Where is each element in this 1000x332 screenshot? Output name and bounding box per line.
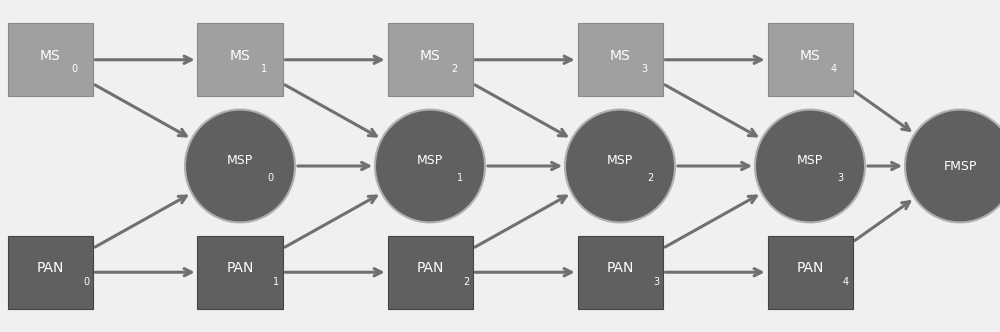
Text: MSP: MSP: [417, 153, 443, 167]
Ellipse shape: [375, 110, 485, 222]
Text: 3: 3: [653, 277, 659, 287]
Text: 1: 1: [457, 173, 463, 183]
Text: PAN: PAN: [416, 261, 444, 275]
Text: MS: MS: [230, 49, 250, 63]
Text: 2: 2: [451, 64, 457, 74]
Ellipse shape: [905, 110, 1000, 222]
Ellipse shape: [755, 110, 865, 222]
Text: 3: 3: [641, 64, 647, 74]
Ellipse shape: [185, 110, 295, 222]
FancyBboxPatch shape: [578, 23, 662, 96]
Text: PAN: PAN: [226, 261, 254, 275]
Text: 1: 1: [273, 277, 279, 287]
Text: 1: 1: [261, 64, 267, 74]
Text: MS: MS: [420, 49, 440, 63]
FancyBboxPatch shape: [197, 23, 283, 96]
Text: MS: MS: [40, 49, 60, 63]
FancyBboxPatch shape: [768, 23, 852, 96]
Text: 4: 4: [831, 64, 837, 74]
Text: FMSP: FMSP: [943, 159, 977, 173]
Text: MSP: MSP: [607, 153, 633, 167]
FancyBboxPatch shape: [8, 236, 92, 309]
Text: MSP: MSP: [797, 153, 823, 167]
Text: 0: 0: [83, 277, 89, 287]
Text: 0: 0: [267, 173, 273, 183]
FancyBboxPatch shape: [768, 236, 852, 309]
Text: MSP: MSP: [227, 153, 253, 167]
FancyBboxPatch shape: [388, 23, 473, 96]
FancyBboxPatch shape: [8, 23, 92, 96]
Text: PAN: PAN: [36, 261, 64, 275]
Text: MS: MS: [800, 49, 820, 63]
Text: 2: 2: [463, 277, 469, 287]
Ellipse shape: [565, 110, 675, 222]
Text: 2: 2: [647, 173, 653, 183]
Text: 3: 3: [837, 173, 843, 183]
Text: PAN: PAN: [796, 261, 824, 275]
Text: 4: 4: [843, 277, 849, 287]
FancyBboxPatch shape: [388, 236, 473, 309]
Text: PAN: PAN: [606, 261, 634, 275]
Text: 0: 0: [71, 64, 77, 74]
Text: MS: MS: [610, 49, 630, 63]
FancyBboxPatch shape: [578, 236, 662, 309]
FancyBboxPatch shape: [197, 236, 283, 309]
